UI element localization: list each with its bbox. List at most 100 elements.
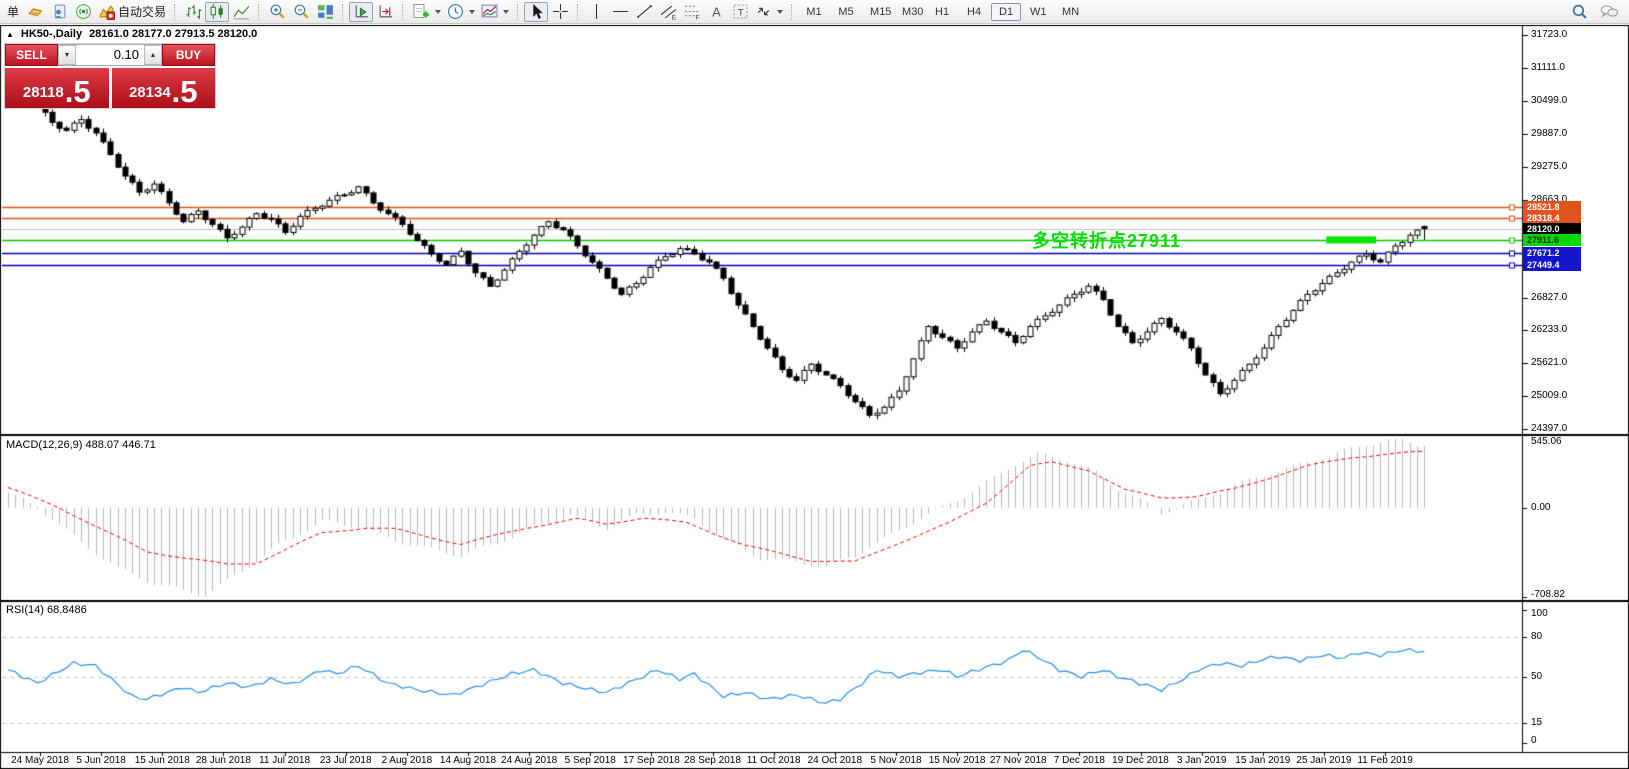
tile-windows-button[interactable] [313,2,337,22]
date-tick-label: 23 Jul 2018 [319,755,372,766]
vertical-line-icon [595,4,597,19]
horizontal-line-icon [612,10,628,13]
timeframe-d1[interactable]: D1 [991,2,1022,21]
autotrade-label: 自动交易 [118,5,167,19]
equidistant-channel-button[interactable]: E [656,2,680,22]
date-tick-label: 5 Sep 2018 [564,755,616,766]
date-tick-label: 11 Oct 2018 [746,755,801,766]
timeframe-h1[interactable]: H1 [927,3,957,21]
date-tick-label: 11 Jul 2018 [259,755,311,766]
periods-button[interactable] [444,2,478,22]
macd-tick-label: 0.00 [1531,501,1551,513]
date-tick-label: 3 Jan 2019 [1176,755,1227,766]
price-tick-label: 25621.0 [1531,357,1568,369]
indicators-button[interactable] [409,2,444,22]
chat-button[interactable] [1597,2,1622,22]
signals-button[interactable] [71,2,95,22]
date-tick-label: 28 Jun 2018 [195,755,251,766]
arrows-button[interactable] [752,2,786,22]
volume-increase-button[interactable]: ▲ [144,45,162,65]
bar-chart-button[interactable] [181,2,205,22]
arrows-icon [757,7,770,16]
date-tick-label: 24 Aug 2018 [501,755,558,766]
price-chart-canvas[interactable] [0,25,1629,769]
crosshair-button[interactable] [548,2,572,22]
macd-tick-label: 545.06 [1531,436,1562,447]
chart-window: ▲ HK50-,Daily 28161.0 28177.0 27913.5 28… [0,25,1629,769]
horizontal-line-button[interactable] [608,2,632,22]
price-line-tag: 28120.0 [1523,222,1581,235]
text-button[interactable]: A [704,2,728,22]
price-line-tag: 27449.4 [1523,258,1581,271]
buy-price-main: 28134 [128,84,171,101]
trendline-button[interactable] [632,2,656,22]
chart-shift-icon [379,5,392,18]
signal-icon [75,4,91,19]
chevron-down-icon [469,9,476,14]
menu-item-partial[interactable]: 单 [7,5,20,19]
buy-price-button[interactable]: 28134 .5 [111,68,215,108]
fibonacci-button[interactable]: F [680,2,704,22]
timeframe-w1[interactable]: W1 [1023,3,1053,21]
date-tick-label: 24 May 2018 [11,755,69,766]
trendline-icon [636,5,652,18]
profile-button[interactable] [47,2,71,22]
fibonacci-icon: F [684,5,700,20]
timeframe-mn[interactable]: MN [1055,3,1085,21]
channel-icon: E [660,5,676,20]
toolbar-separator [791,3,793,20]
vertical-line-button[interactable] [584,2,608,22]
macd-indicator-label: MACD(12,26,9) 488.07 446.71 [6,439,156,451]
rsi-tick-label: 100 [1531,608,1548,619]
timeframe-m15[interactable]: M15 [863,3,893,21]
toolbar-separator [402,3,404,20]
chart-shift-button[interactable] [373,2,397,22]
date-tick-label: 5 Nov 2018 [870,755,922,766]
zoom-in-button[interactable] [265,2,289,22]
timeframe-h4[interactable]: H4 [959,3,989,21]
text-label-button[interactable]: T [728,2,752,22]
chat-icon [1600,5,1619,18]
price-tick-label: 26233.0 [1531,324,1568,336]
date-tick-label: 5 Jun 2018 [76,755,126,766]
toolbar-separator [577,3,579,20]
candlestick-chart-button[interactable] [205,1,230,22]
timeframe-m1[interactable]: M1 [799,3,829,21]
price-line-tag: 27911.6 [1523,233,1581,246]
add-indicator-icon [413,4,430,18]
gold-order-icon [27,8,42,17]
autotrade-button[interactable]: 自动交易 [95,2,169,22]
auto-scroll-button[interactable] [349,1,374,22]
line-chart-button[interactable] [229,2,253,22]
chevron-down-icon [777,9,784,14]
svg-text:A: A [712,4,721,19]
sell-price-button[interactable]: 28118 .5 [5,68,109,108]
pivot-annotation-text[interactable]: 多空转折点27911 [1032,231,1182,251]
price-tick-label: 25009.0 [1531,389,1568,401]
price-tick-label: 24397.0 [1531,422,1568,434]
text-a-icon: A [712,4,721,19]
buy-button[interactable]: BUY [162,44,215,66]
toolbar-right-group [1567,2,1626,22]
date-tick-label: 28 Sep 2018 [684,755,741,766]
date-tick-label: 24 Oct 2018 [807,755,863,766]
timeframe-group: M1 M5 M15 M30 H1 H4 D1 W1 MN [798,2,1086,21]
symbol-period-label: HK50-,Daily [20,28,83,40]
templates-button[interactable] [478,2,512,22]
collapse-arrow-icon[interactable]: ▲ [6,29,14,39]
zoom-out-button[interactable] [289,2,313,22]
volume-spinner: ▼ 0.10 ▲ [58,44,162,66]
price-line-tag: 27671.2 [1523,246,1581,259]
sell-button[interactable]: SELL [5,44,58,66]
sell-price-main: 28118 [22,84,64,101]
timeframe-m30[interactable]: M30 [895,3,925,21]
toolbar-separator [342,3,344,20]
volume-decrease-button[interactable]: ▼ [58,45,76,65]
cursor-button[interactable] [524,1,549,22]
new-order-button[interactable] [23,2,47,22]
timeframe-m5[interactable]: M5 [831,3,861,21]
zoom-in-icon [270,4,285,19]
price-line-tag: 28318.4 [1523,212,1581,225]
search-button[interactable] [1567,2,1591,22]
volume-input[interactable]: 0.10 [113,47,139,62]
